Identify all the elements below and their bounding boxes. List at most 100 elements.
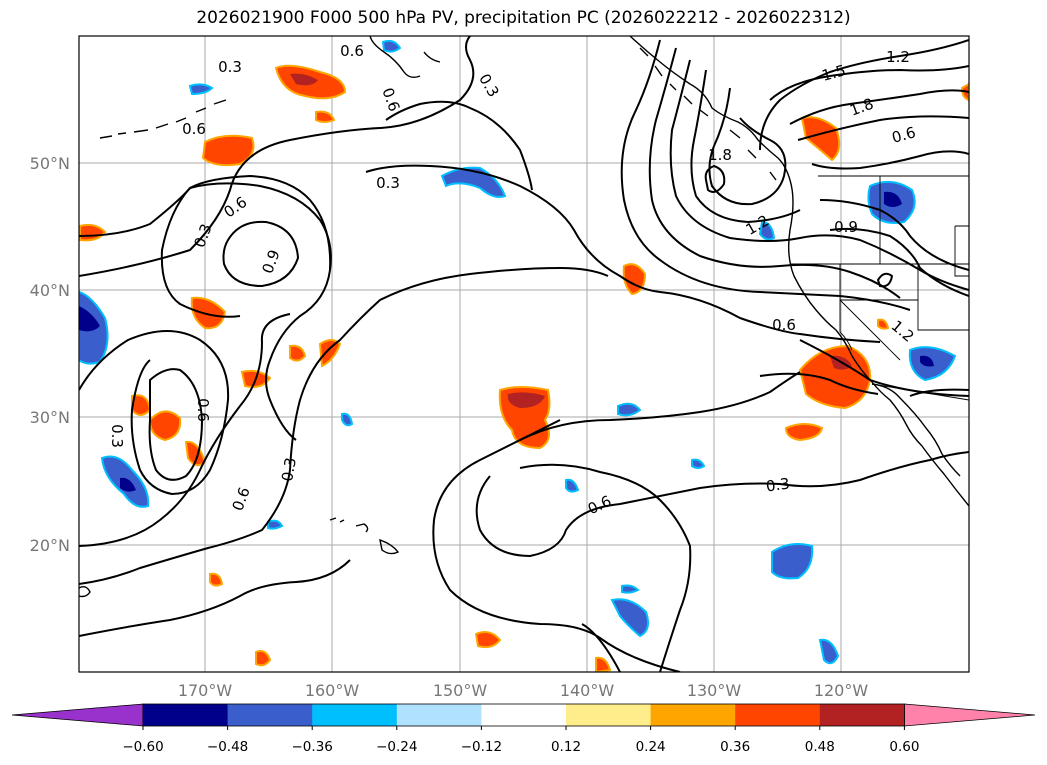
pv-contour <box>79 330 230 496</box>
pv-contour <box>819 199 969 271</box>
pv-contour <box>148 368 204 481</box>
contour-label: 0.3 <box>278 456 300 483</box>
colorbar-labels: −0.60 −0.48 −0.36 −0.24 −0.12 0.12 0.24 0.36 0.4… <box>122 726 919 755</box>
precip-positive-patch <box>877 318 890 330</box>
pv-contour <box>648 47 901 299</box>
pv-contour <box>876 272 894 288</box>
precip-negative-patch <box>758 220 776 241</box>
contour-label: 0.6 <box>772 316 796 334</box>
colorbar-extend-low <box>11 703 144 727</box>
precip-negative-core <box>79 306 100 332</box>
lon-tick-label: 140°W <box>560 681 615 700</box>
precip-positive-patch <box>255 650 272 667</box>
precip-negative-patch <box>610 598 649 638</box>
precip-negative-patch <box>617 402 642 417</box>
pv-contour <box>79 182 332 271</box>
pv-contour <box>79 559 351 637</box>
precip-negative-patch <box>565 478 580 493</box>
colorbar-tick-label: −0.36 <box>292 739 333 755</box>
pv-contour <box>829 227 969 297</box>
pv-contour <box>811 150 969 170</box>
north-america-coast <box>629 36 969 507</box>
pv-contour <box>789 89 969 125</box>
contour-label: 1.8 <box>708 146 732 164</box>
colorbar-extend-high <box>904 703 1036 727</box>
colorbar-swatch <box>566 704 652 726</box>
precip-positive-patch <box>289 344 307 362</box>
hawaii-islands <box>329 517 400 555</box>
colorbar-swatch <box>312 704 398 726</box>
map-title: 2026021900 F000 500 hPa PV, precipitatio… <box>196 8 851 28</box>
alaska-panhandle-islands <box>639 47 777 181</box>
pv-contour <box>432 419 681 672</box>
precip-positive-patch <box>190 296 227 330</box>
precip-positive-patch <box>318 339 342 368</box>
precip-positive-patch <box>800 116 841 162</box>
precip-negative-core <box>884 191 902 207</box>
contour-label: 0.6 <box>194 398 212 422</box>
lat-tick-label: 50°N <box>30 154 70 173</box>
pv-contour <box>79 313 291 547</box>
pv-contour <box>475 451 969 558</box>
pv-contour <box>385 100 533 191</box>
baja-california-coast <box>871 383 961 477</box>
precip-positive-patch <box>201 134 255 167</box>
precip-negative-patch <box>188 83 214 96</box>
colorbar-swatch <box>735 704 821 726</box>
pv-contour <box>222 220 300 288</box>
contour-label: 0.3 <box>218 58 242 76</box>
precip-positive-core <box>507 392 545 408</box>
precip-positive-patch <box>595 656 612 672</box>
precip-positive-patch <box>784 423 824 442</box>
precip-negative-patch <box>341 412 354 427</box>
colorbar-tick-label: 0.24 <box>636 739 666 755</box>
colorbar-tick-label: −0.60 <box>122 739 163 755</box>
pv-contour <box>669 59 969 291</box>
contour-label: 0.3 <box>108 424 126 448</box>
colorbar-swatch <box>819 704 905 726</box>
coastline-layer <box>79 36 969 598</box>
pv-contour <box>365 164 881 343</box>
lon-tick-label: 120°W <box>814 681 869 700</box>
precip-positive-patch <box>315 110 336 123</box>
contour-label: 0.9 <box>834 218 858 236</box>
colorbar-tick-label: 0.12 <box>551 739 581 755</box>
pv-contour <box>620 39 911 311</box>
colorbar-tick-label: 0.36 <box>720 739 750 755</box>
latitude-labels: 50°N 40°N 30°N 20°N <box>30 154 70 555</box>
pv-contour <box>759 39 969 151</box>
precip-positive-patch <box>474 631 502 649</box>
pv-contour <box>189 174 332 441</box>
precip-negative-patch <box>691 458 706 469</box>
alaska-coast <box>369 36 441 79</box>
pv-contour <box>160 187 241 318</box>
longitude-labels: 170°W 160°W 150°W 140°W 130°W 120°W <box>178 681 869 700</box>
pv-contour <box>704 164 726 193</box>
colorbar <box>11 703 1036 727</box>
contour-label: 0.6 <box>340 42 364 60</box>
pv-contour-layer <box>79 36 969 672</box>
precipitation-anomaly-layer <box>79 39 969 672</box>
pv-contour <box>79 36 475 277</box>
map-area: 0.3 0.6 0.6 0.6 0.3 0.3 0.3 0.6 0.9 0.6 … <box>79 36 969 672</box>
precip-negative-patch <box>621 584 640 594</box>
contour-label: 1.5 <box>820 61 848 85</box>
contour-label: 0.6 <box>182 120 206 138</box>
precip-negative-patch <box>818 638 840 665</box>
colorbar-tick-label: 0.48 <box>805 739 835 755</box>
pv-contour <box>797 115 969 141</box>
precip-positive-patch <box>148 410 182 442</box>
pv-contour <box>79 266 609 585</box>
contour-label: 0.3 <box>765 474 791 495</box>
pv-contour <box>690 69 801 224</box>
aleutian-islands <box>99 99 227 139</box>
pv-contour <box>581 623 621 672</box>
precip-negative-patch <box>771 543 814 580</box>
colorbar-tick-label: −0.12 <box>461 739 502 755</box>
colorbar-outline <box>142 703 905 727</box>
precip-positive-patch <box>209 572 224 587</box>
colorbar-swatch <box>481 704 567 726</box>
pv-contour <box>759 372 879 395</box>
colorbar-tick-label: −0.48 <box>207 739 248 755</box>
